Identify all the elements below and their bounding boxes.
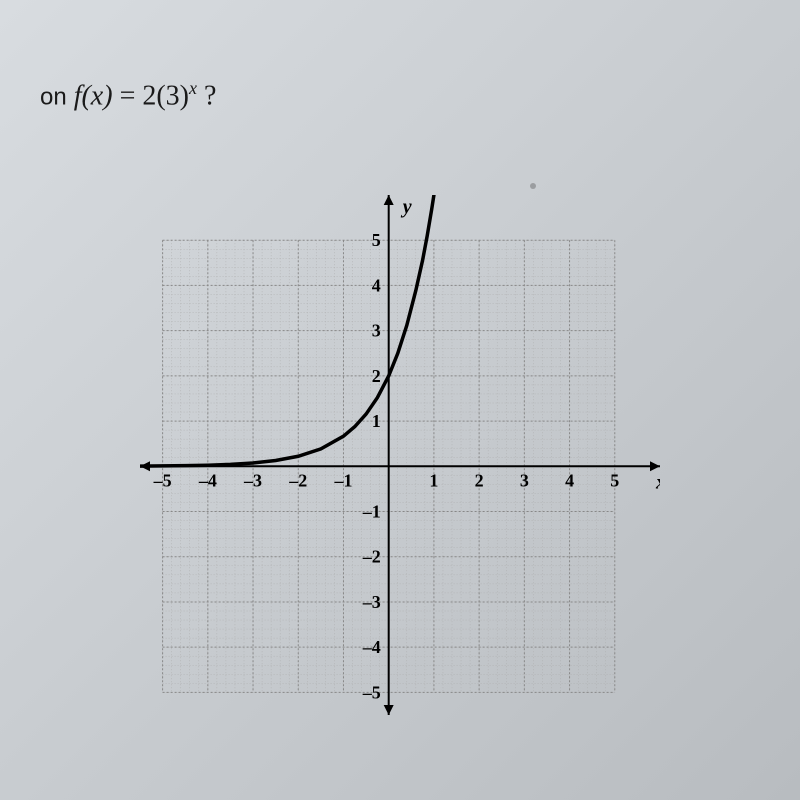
equation-lhs: f(x) xyxy=(74,80,113,111)
svg-text:–5: –5 xyxy=(153,470,172,490)
equation-text: on f(x) = 2(3)x ? xyxy=(40,78,216,112)
svg-text:2: 2 xyxy=(475,470,484,490)
equation-suffix: ? xyxy=(204,80,216,111)
svg-text:3: 3 xyxy=(520,470,529,490)
svg-text:–5: –5 xyxy=(362,682,381,702)
chart-svg: –5–4–3–2–112345–5–4–3–2–112345yx xyxy=(140,195,660,715)
svg-text:y: y xyxy=(401,196,412,218)
svg-text:3: 3 xyxy=(372,321,381,341)
svg-text:x: x xyxy=(655,471,660,493)
svg-text:–2: –2 xyxy=(362,547,381,567)
equation-base: 2(3) xyxy=(142,80,189,111)
svg-text:–3: –3 xyxy=(243,470,262,490)
svg-text:4: 4 xyxy=(565,470,574,490)
screen-blemish xyxy=(530,183,536,189)
svg-text:2: 2 xyxy=(372,366,381,386)
svg-text:4: 4 xyxy=(372,275,381,295)
svg-text:–2: –2 xyxy=(288,470,307,490)
svg-text:–1: –1 xyxy=(362,502,381,522)
svg-text:–1: –1 xyxy=(333,470,352,490)
svg-text:5: 5 xyxy=(372,230,381,250)
svg-text:1: 1 xyxy=(372,411,381,431)
svg-text:5: 5 xyxy=(610,470,619,490)
svg-text:–4: –4 xyxy=(362,637,381,657)
equation-exponent: x xyxy=(189,78,197,98)
equation-prefix: on xyxy=(40,83,67,110)
svg-text:–3: –3 xyxy=(362,592,381,612)
svg-text:–4: –4 xyxy=(198,470,217,490)
exponential-chart: –5–4–3–2–112345–5–4–3–2–112345yx xyxy=(140,195,660,715)
svg-text:1: 1 xyxy=(429,470,438,490)
